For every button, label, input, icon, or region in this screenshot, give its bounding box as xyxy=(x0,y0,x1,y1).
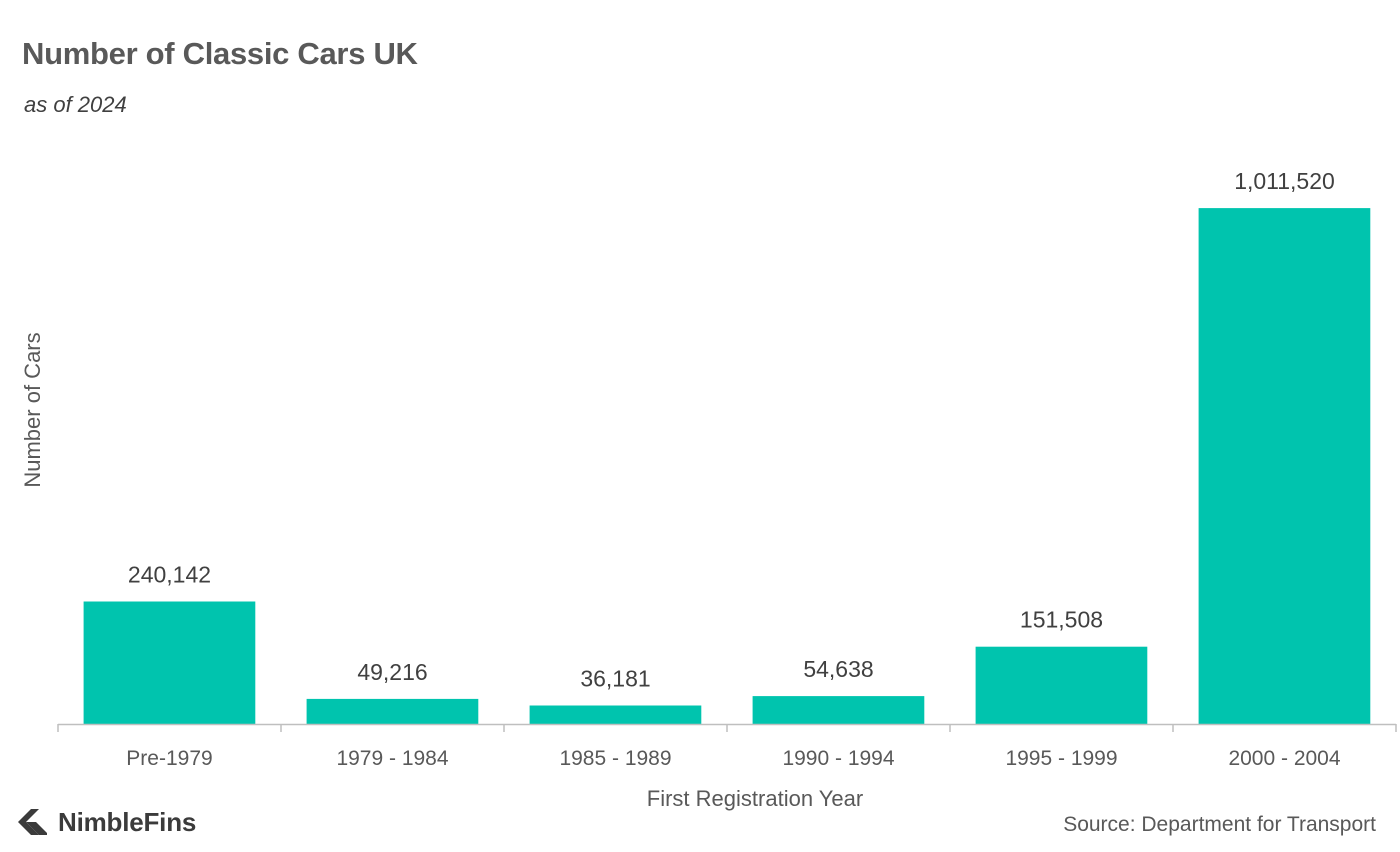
data-label: 49,216 xyxy=(357,659,427,685)
x-tick-label: 1985 - 1989 xyxy=(559,747,671,770)
data-label: 36,181 xyxy=(580,666,650,692)
x-tick-label: 2000 - 2004 xyxy=(1228,747,1340,770)
x-tick-label: 1990 - 1994 xyxy=(782,747,894,770)
bar-2 xyxy=(529,705,702,724)
chevron-left-icon xyxy=(18,809,47,835)
bar-4 xyxy=(975,646,1148,724)
x-tick-label: 1995 - 1999 xyxy=(1005,747,1117,770)
data-label: 54,638 xyxy=(803,656,873,682)
x-axis-label: First Registration Year xyxy=(646,786,864,811)
source-note: Source: Department for Transport xyxy=(1063,813,1376,836)
bar-3 xyxy=(752,696,925,724)
data-label: 151,508 xyxy=(1020,607,1103,633)
x-tick-label: Pre-1979 xyxy=(126,747,212,770)
bar-0 xyxy=(83,601,256,724)
data-label: 1,011,520 xyxy=(1234,168,1335,194)
data-label: 240,142 xyxy=(128,562,211,588)
chart-subtitle: as of 2024 xyxy=(24,92,127,117)
brand-name: NimbleFins xyxy=(58,806,197,837)
chart-title: Number of Classic Cars UK xyxy=(22,36,418,71)
bar-5 xyxy=(1198,208,1371,725)
brand-logo: NimbleFins xyxy=(14,806,196,838)
x-tick-label: 1979 - 1984 xyxy=(336,747,448,770)
bar-1 xyxy=(306,698,479,724)
